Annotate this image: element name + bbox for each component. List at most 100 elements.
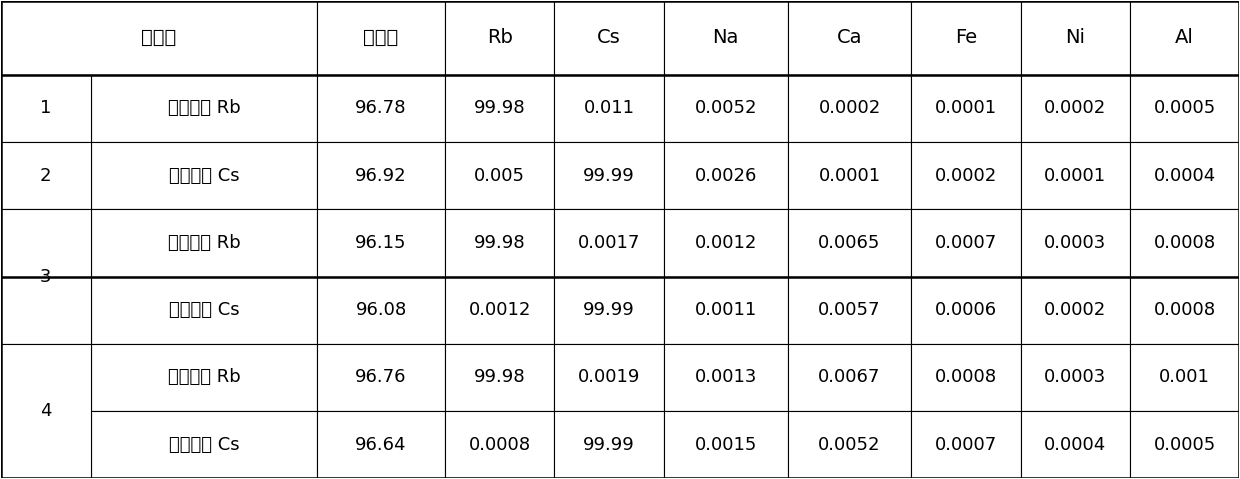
Text: 0.0017: 0.0017 bbox=[578, 234, 640, 252]
Text: 99.99: 99.99 bbox=[583, 436, 635, 454]
Bar bbox=[91, 276, 317, 344]
Text: Fe: Fe bbox=[955, 28, 977, 47]
Text: 回收率: 回收率 bbox=[363, 28, 398, 47]
Bar bbox=[554, 276, 663, 344]
Text: Al: Al bbox=[1176, 28, 1194, 47]
Bar bbox=[663, 209, 787, 276]
Text: 99.99: 99.99 bbox=[583, 301, 635, 319]
Bar bbox=[317, 276, 445, 344]
Bar bbox=[1021, 344, 1130, 411]
Text: 高纯金属 Rb: 高纯金属 Rb bbox=[167, 368, 241, 387]
Text: 0.0001: 0.0001 bbox=[1044, 167, 1106, 184]
Bar bbox=[787, 276, 911, 344]
Bar bbox=[911, 0, 1021, 75]
Bar bbox=[317, 344, 445, 411]
Bar bbox=[663, 0, 787, 75]
Text: 0.0007: 0.0007 bbox=[935, 436, 997, 454]
Text: Ca: Ca bbox=[837, 28, 862, 47]
Text: 0.0004: 0.0004 bbox=[1153, 167, 1215, 184]
Bar bbox=[554, 344, 663, 411]
Text: Ni: Ni bbox=[1065, 28, 1085, 47]
Bar bbox=[1130, 344, 1239, 411]
Text: 实施例: 实施例 bbox=[141, 28, 176, 47]
Bar bbox=[1021, 0, 1130, 75]
Bar bbox=[1130, 0, 1239, 75]
Bar bbox=[445, 276, 554, 344]
Bar bbox=[1021, 411, 1130, 479]
Bar bbox=[445, 0, 554, 75]
Text: 0.0015: 0.0015 bbox=[694, 436, 756, 454]
Bar bbox=[317, 75, 445, 142]
Text: 0.0007: 0.0007 bbox=[935, 234, 997, 252]
Bar bbox=[1021, 142, 1130, 209]
Text: 0.0026: 0.0026 bbox=[694, 167, 756, 184]
Bar bbox=[1, 142, 91, 209]
Bar bbox=[1021, 276, 1130, 344]
Text: 0.0012: 0.0012 bbox=[694, 234, 756, 252]
Bar bbox=[663, 411, 787, 479]
Bar bbox=[787, 75, 911, 142]
Bar bbox=[445, 209, 554, 276]
Text: 高纯金属 Rb: 高纯金属 Rb bbox=[167, 234, 241, 252]
Bar bbox=[1130, 411, 1239, 479]
Text: 0.0006: 0.0006 bbox=[935, 301, 997, 319]
Bar bbox=[787, 0, 911, 75]
Text: 0.011: 0.011 bbox=[584, 99, 635, 117]
Text: 0.0052: 0.0052 bbox=[818, 436, 880, 454]
Bar bbox=[1021, 209, 1130, 276]
Bar bbox=[554, 75, 663, 142]
Text: 0.0019: 0.0019 bbox=[578, 368, 640, 387]
Text: 高纯金属 Rb: 高纯金属 Rb bbox=[167, 99, 241, 117]
Text: 0.0005: 0.0005 bbox=[1153, 436, 1215, 454]
Text: 96.64: 96.64 bbox=[356, 436, 407, 454]
Text: 96.15: 96.15 bbox=[356, 234, 407, 252]
Bar bbox=[554, 0, 663, 75]
Text: 0.0008: 0.0008 bbox=[1153, 234, 1215, 252]
Bar bbox=[911, 344, 1021, 411]
Bar bbox=[445, 344, 554, 411]
Text: 0.005: 0.005 bbox=[474, 167, 526, 184]
Text: 0.0011: 0.0011 bbox=[694, 301, 756, 319]
Bar bbox=[91, 142, 317, 209]
Bar bbox=[1130, 142, 1239, 209]
Text: Na: Na bbox=[713, 28, 739, 47]
Bar bbox=[91, 209, 317, 276]
Text: Cs: Cs bbox=[598, 28, 621, 47]
Text: 2: 2 bbox=[40, 167, 52, 184]
Bar bbox=[663, 142, 787, 209]
Bar bbox=[787, 209, 911, 276]
Bar bbox=[317, 209, 445, 276]
Text: 0.0008: 0.0008 bbox=[1153, 301, 1215, 319]
Text: 0.0002: 0.0002 bbox=[935, 167, 997, 184]
Text: 96.92: 96.92 bbox=[355, 167, 407, 184]
Bar bbox=[1130, 75, 1239, 142]
Text: 0.0008: 0.0008 bbox=[469, 436, 531, 454]
Text: 0.0005: 0.0005 bbox=[1153, 99, 1215, 117]
Bar bbox=[445, 75, 554, 142]
Bar bbox=[1130, 276, 1239, 344]
Text: 0.0002: 0.0002 bbox=[1044, 301, 1106, 319]
Bar bbox=[445, 142, 554, 209]
Text: 0.0008: 0.0008 bbox=[935, 368, 997, 387]
Bar bbox=[317, 142, 445, 209]
Text: 0.0065: 0.0065 bbox=[818, 234, 880, 252]
Bar bbox=[91, 411, 317, 479]
Bar bbox=[1, 344, 91, 479]
Bar bbox=[787, 411, 911, 479]
Bar bbox=[911, 276, 1021, 344]
Text: 1: 1 bbox=[40, 99, 52, 117]
Bar bbox=[554, 142, 663, 209]
Text: Rb: Rb bbox=[487, 28, 512, 47]
Bar bbox=[911, 209, 1021, 276]
Bar bbox=[317, 411, 445, 479]
Text: 0.0004: 0.0004 bbox=[1044, 436, 1106, 454]
Text: 99.98: 99.98 bbox=[474, 368, 526, 387]
Text: 0.0013: 0.0013 bbox=[694, 368, 756, 387]
Text: 99.99: 99.99 bbox=[583, 167, 635, 184]
Text: 0.0012: 0.0012 bbox=[469, 301, 531, 319]
Text: 96.78: 96.78 bbox=[356, 99, 407, 117]
Text: 99.98: 99.98 bbox=[474, 99, 526, 117]
Bar bbox=[663, 276, 787, 344]
Bar bbox=[663, 75, 787, 142]
Text: 0.0003: 0.0003 bbox=[1044, 234, 1106, 252]
